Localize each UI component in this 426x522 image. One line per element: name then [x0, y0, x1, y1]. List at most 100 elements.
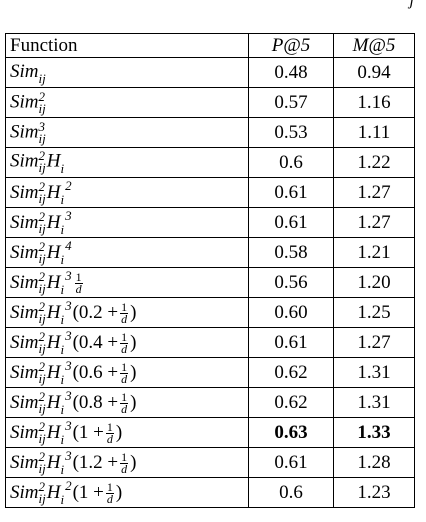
function-cell: Sim 3 ij [5, 117, 249, 148]
script: 2 ij [38, 239, 46, 267]
math-text: H [46, 361, 61, 383]
subscript: ij [38, 100, 46, 116]
denominator: d [121, 341, 128, 356]
results-table: Function P@5 M@5 Sim ij 0.48 0.94 Sim 2 ij 0.57 1.1… [5, 33, 415, 508]
superscript: 2 [38, 209, 46, 225]
script: 4 [65, 237, 72, 253]
p5-cell: 0.53 [248, 117, 334, 148]
subscript: i [60, 281, 65, 297]
subscript: ij [38, 281, 46, 297]
numerator: 1 [120, 449, 129, 464]
p5-cell: 0.61 [248, 327, 334, 358]
subscript: i [60, 191, 65, 207]
math-text: H [46, 241, 61, 263]
subscript: ij [38, 130, 46, 146]
subscript: i [60, 401, 65, 417]
plain-text: ) [130, 451, 137, 473]
m5-cell: 1.27 [333, 207, 415, 238]
function-cell: Sim ij [5, 57, 249, 88]
superscript: 3 [38, 118, 46, 134]
superscript: 2 [38, 239, 46, 255]
plain-text: (1 + [72, 421, 104, 443]
script: i [60, 223, 64, 236]
m5-cell: 1.22 [333, 147, 415, 178]
denominator: d [121, 461, 128, 476]
script: i [60, 281, 65, 297]
superscript: 3 [65, 297, 72, 313]
math-text: H [46, 391, 61, 413]
subscript: i [60, 311, 65, 327]
subscript: i [60, 371, 65, 387]
m5-cell: 1.27 [333, 177, 415, 208]
numerator: 1 [105, 419, 114, 434]
script: 2 ij [38, 270, 46, 297]
plain-text: (0.8 + [72, 391, 119, 413]
script: 3 [65, 419, 72, 432]
math-text: Sim [10, 60, 39, 82]
m5-cell: 1.31 [333, 357, 415, 388]
superscript: 2 [38, 419, 46, 435]
script: 2 ij [38, 329, 46, 355]
math-text: Sim [10, 421, 39, 443]
subscript: i [60, 341, 65, 357]
math-text: H [46, 301, 61, 323]
subscript: ij [38, 491, 46, 507]
math-text: Sim [10, 331, 39, 353]
numerator: 1 [74, 269, 83, 284]
script: 2 ij [39, 390, 46, 415]
superscript: 2 [38, 299, 46, 315]
function-cell: Sim 2 ij [5, 87, 249, 118]
superscript: 3 [65, 267, 72, 283]
script: 2 ij [38, 449, 46, 475]
superscript: 3 [65, 357, 72, 373]
script: 2 ij [38, 90, 46, 116]
table-row: Sim ij 0.48 0.94 [5, 57, 415, 88]
superscript: 3 [65, 447, 72, 463]
denominator: d [121, 371, 128, 386]
math-text: Sim [10, 150, 39, 172]
superscript: 2 [38, 329, 46, 345]
header-cell: M@5 [333, 33, 415, 58]
script: 2 [65, 179, 72, 192]
subscript: ij [38, 70, 46, 86]
subscript: ij [38, 160, 46, 176]
math-text: H [46, 271, 61, 293]
math-text: H [46, 331, 61, 353]
superscript: 4 [65, 237, 72, 253]
p5-cell: 0.60 [248, 297, 334, 328]
script: i [60, 463, 64, 476]
script: 3 [65, 447, 72, 463]
subscript: ij [38, 251, 46, 267]
denominator: d [121, 401, 128, 416]
numerator: 1 [120, 389, 129, 404]
script: 2 ij [38, 480, 46, 507]
math-text: Sim [10, 120, 39, 142]
table-row: Sim 3 ij 0.53 1.11 [5, 117, 415, 148]
p5-cell: 0.6 [248, 147, 334, 178]
superscript: 2 [38, 449, 46, 465]
superscript: 3 [65, 387, 72, 403]
p5-cell: 0.48 [248, 57, 334, 88]
script: 3 [65, 387, 72, 403]
script: i [60, 311, 65, 327]
script: 3 ij [38, 118, 46, 146]
header-cell: P@5 [248, 33, 334, 58]
